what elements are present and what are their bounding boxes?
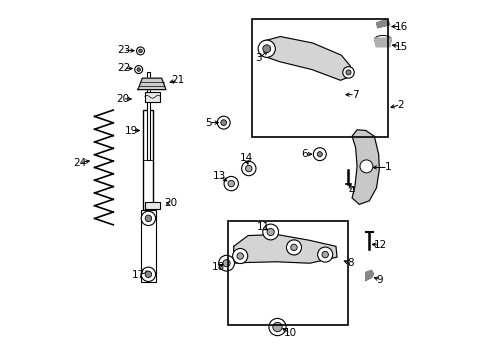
Circle shape	[359, 160, 372, 173]
Circle shape	[218, 255, 234, 271]
Circle shape	[224, 176, 238, 191]
Polygon shape	[264, 37, 349, 80]
Polygon shape	[373, 39, 391, 46]
Bar	[141, 211, 156, 282]
Polygon shape	[233, 234, 336, 263]
Text: 22: 22	[117, 63, 130, 73]
Text: 14: 14	[239, 153, 252, 163]
Circle shape	[290, 244, 297, 251]
Circle shape	[346, 70, 350, 75]
Circle shape	[141, 267, 155, 282]
Circle shape	[286, 240, 301, 255]
Circle shape	[135, 66, 142, 73]
Text: 4: 4	[348, 186, 355, 197]
Text: 13: 13	[212, 171, 225, 181]
Polygon shape	[376, 19, 389, 28]
Text: 8: 8	[346, 258, 353, 268]
Bar	[144, 92, 160, 102]
Text: 15: 15	[394, 42, 407, 51]
Circle shape	[223, 260, 230, 267]
Text: 17: 17	[131, 270, 144, 280]
Circle shape	[245, 165, 251, 172]
Bar	[144, 202, 160, 210]
Circle shape	[136, 47, 144, 55]
Circle shape	[237, 253, 243, 259]
Circle shape	[145, 215, 151, 222]
Text: 6: 6	[301, 149, 307, 159]
Text: 24: 24	[73, 158, 86, 168]
Circle shape	[137, 68, 140, 71]
Circle shape	[313, 148, 325, 161]
Text: 7: 7	[351, 90, 358, 100]
Text: 21: 21	[171, 75, 184, 85]
Circle shape	[317, 247, 332, 262]
Text: 9: 9	[376, 275, 383, 285]
Circle shape	[145, 271, 151, 278]
Text: 20: 20	[164, 198, 177, 208]
Circle shape	[262, 224, 278, 240]
Circle shape	[321, 251, 328, 258]
Polygon shape	[138, 78, 165, 90]
Circle shape	[241, 161, 255, 176]
Circle shape	[258, 40, 275, 57]
Text: 10: 10	[283, 328, 296, 338]
Bar	[146, 72, 150, 160]
Text: 16: 16	[394, 22, 407, 32]
Polygon shape	[365, 270, 373, 280]
Bar	[251, 19, 387, 137]
Text: 2: 2	[396, 100, 403, 110]
Circle shape	[141, 211, 155, 226]
Text: 20: 20	[116, 94, 129, 104]
Circle shape	[268, 319, 285, 336]
Text: 12: 12	[373, 240, 386, 250]
Circle shape	[217, 116, 230, 129]
Bar	[228, 221, 348, 325]
Circle shape	[227, 180, 234, 187]
Polygon shape	[351, 130, 379, 204]
Circle shape	[272, 322, 282, 332]
Circle shape	[221, 120, 226, 126]
Circle shape	[232, 248, 247, 264]
Text: 3: 3	[255, 53, 262, 63]
Text: 5: 5	[205, 118, 211, 128]
Bar	[143, 110, 153, 211]
Text: 11: 11	[256, 222, 269, 232]
Text: 19: 19	[125, 126, 138, 135]
Text: 18: 18	[211, 262, 224, 272]
Circle shape	[266, 228, 274, 235]
Circle shape	[139, 49, 142, 53]
Circle shape	[342, 67, 353, 78]
Circle shape	[262, 45, 270, 53]
Text: 1: 1	[384, 162, 390, 172]
Circle shape	[317, 152, 322, 157]
Text: 23: 23	[117, 45, 130, 55]
